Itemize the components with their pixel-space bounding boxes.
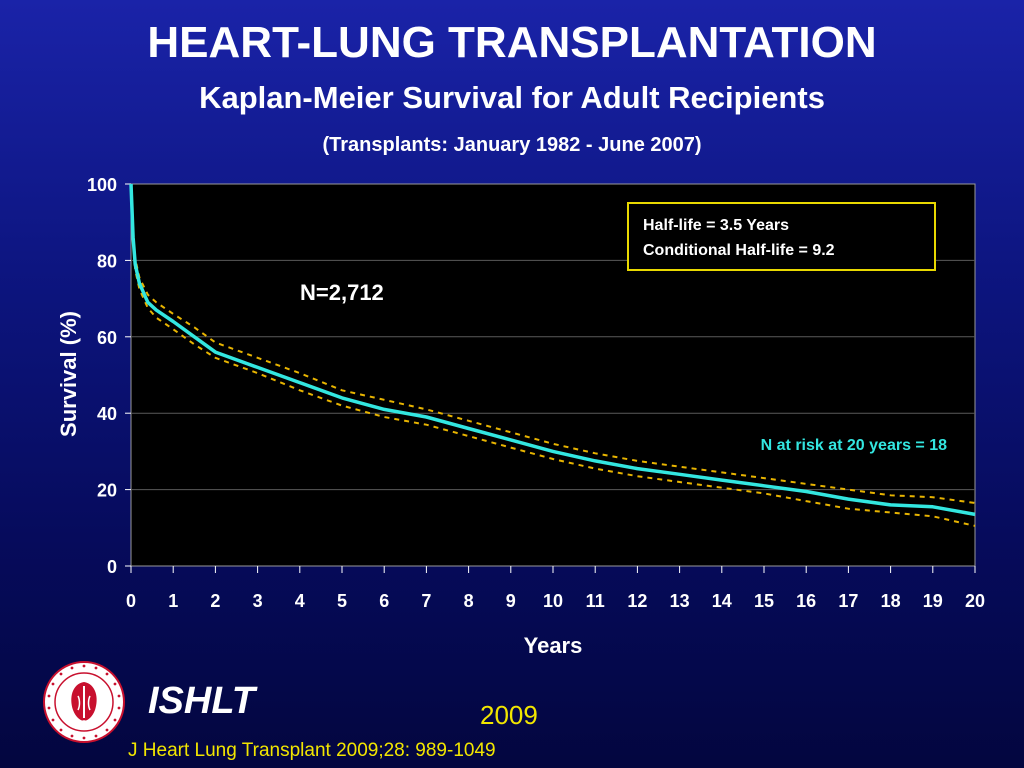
x-tick-label: 11 — [586, 591, 605, 611]
x-tick-label: 13 — [670, 591, 690, 611]
y-tick-label: 0 — [107, 557, 117, 577]
x-tick-label: 9 — [506, 591, 516, 611]
x-tick-label: 2 — [210, 591, 220, 611]
footer-year: 2009 — [480, 700, 538, 730]
y-tick-label: 80 — [97, 251, 117, 271]
x-tick-label: 6 — [379, 591, 389, 611]
x-tick-label: 1 — [168, 591, 178, 611]
upper-confidence-curve — [130, 183, 976, 504]
ishlt-logo — [43, 661, 125, 743]
n-at-risk-annotation: N at risk at 20 years = 18 — [761, 437, 947, 454]
y-axis-label: Survival (%) — [56, 311, 81, 437]
x-tick-label: 12 — [627, 591, 647, 611]
x-tick-label: 17 — [838, 591, 858, 611]
x-tick-label: 7 — [421, 591, 431, 611]
y-tick-label: 60 — [97, 328, 117, 348]
x-tick-label: 0 — [126, 591, 136, 611]
x-tick-label: 5 — [337, 591, 347, 611]
x-tick-label: 16 — [796, 591, 816, 611]
x-tick-label: 10 — [543, 591, 563, 611]
half-life-legend-box — [627, 202, 936, 271]
x-tick-label: 15 — [754, 591, 774, 611]
half-life-text: Half-life = 3.5 Years — [643, 217, 789, 234]
citation: J Heart Lung Transplant 2009;28: 989-104… — [128, 740, 496, 761]
survival-curve — [129, 183, 976, 517]
x-tick-label: 3 — [253, 591, 263, 611]
x-tick-label: 20 — [965, 591, 985, 611]
sample-size-annotation: N=2,712 — [300, 280, 384, 305]
x-tick-label: 8 — [464, 591, 474, 611]
y-tick-label: 100 — [87, 175, 117, 195]
x-tick-label: 18 — [881, 591, 901, 611]
lower-confidence-curve — [130, 183, 976, 527]
x-tick-label: 4 — [295, 591, 305, 611]
x-axis-label: Years — [524, 633, 583, 658]
x-tick-label: 19 — [923, 591, 943, 611]
page-subtitle: Kaplan-Meier Survival for Adult Recipien… — [199, 80, 825, 115]
date-range-note: (Transplants: January 1982 - June 2007) — [322, 134, 702, 156]
y-tick-label: 40 — [97, 404, 117, 424]
x-tick-label: 14 — [712, 591, 732, 611]
page-title: HEART-LUNG TRANSPLANTATION — [147, 18, 877, 67]
conditional-half-life-text: Conditional Half-life = 9.2 — [643, 242, 835, 259]
y-tick-label: 20 — [97, 481, 117, 501]
ishlt-label: ISHLT — [148, 680, 255, 722]
